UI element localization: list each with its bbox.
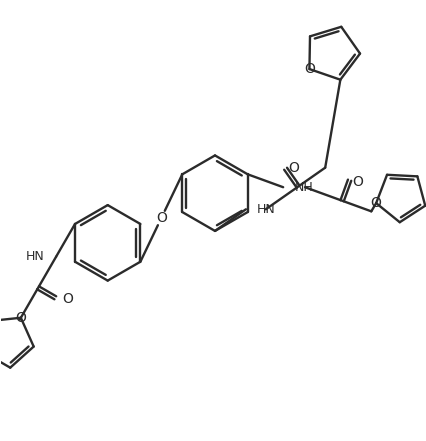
- Text: O: O: [351, 175, 362, 189]
- Text: HN: HN: [26, 250, 44, 263]
- Text: NH: NH: [294, 181, 313, 194]
- Text: O: O: [288, 161, 298, 175]
- Text: O: O: [62, 292, 73, 306]
- Text: O: O: [15, 311, 26, 325]
- Text: O: O: [303, 62, 314, 76]
- Text: O: O: [370, 196, 381, 210]
- Text: O: O: [155, 211, 167, 225]
- Text: HN: HN: [256, 203, 275, 216]
